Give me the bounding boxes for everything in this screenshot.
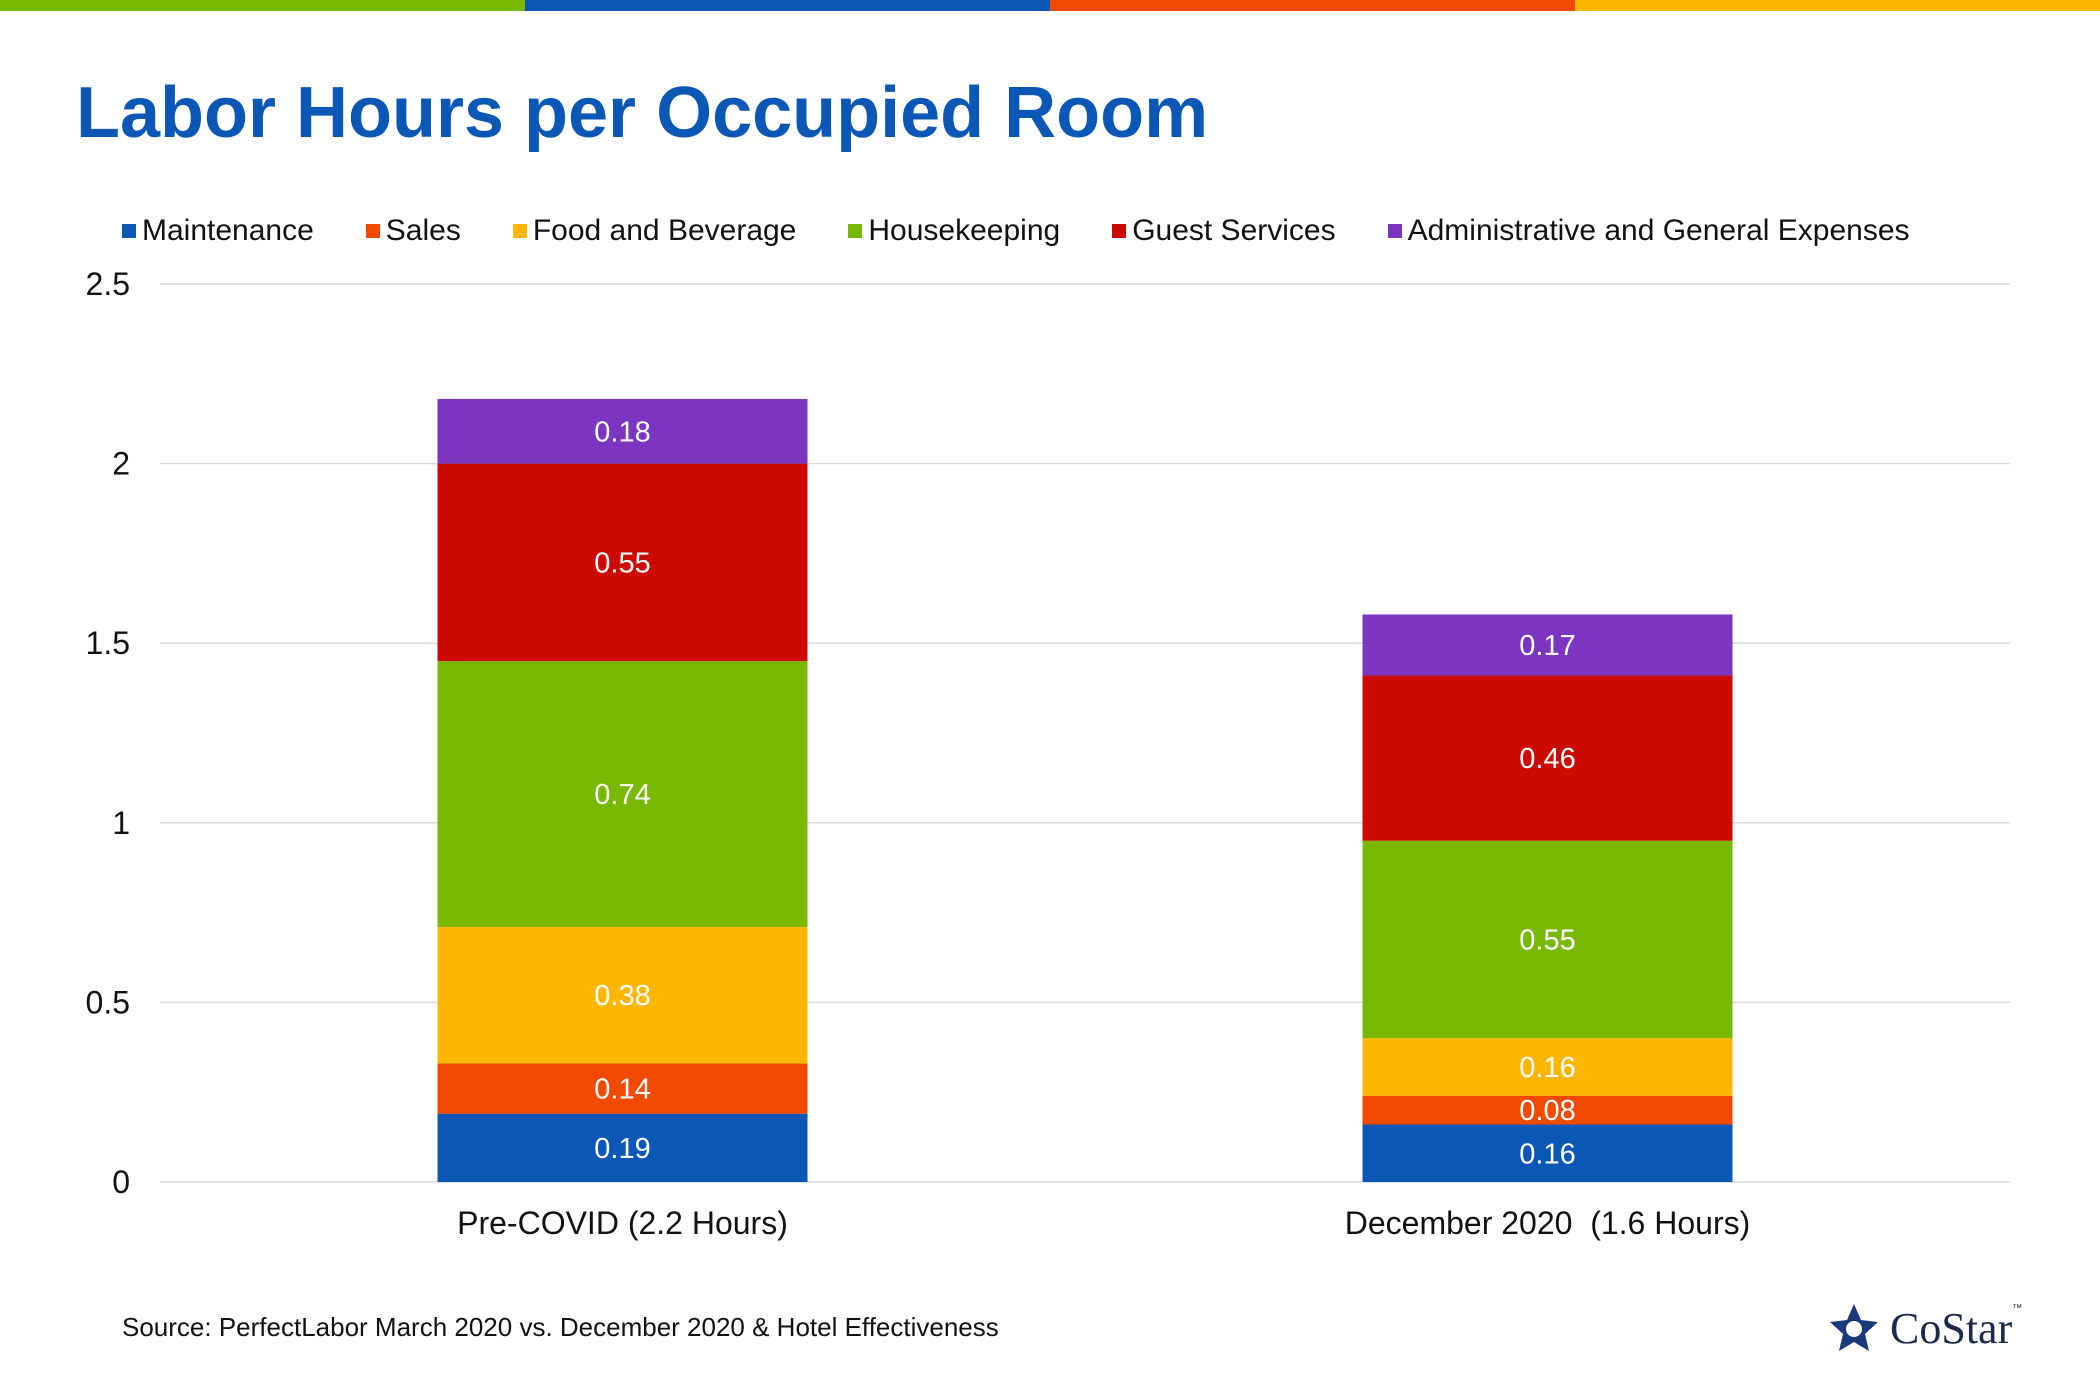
y-tick-label: 1.5 <box>86 625 130 661</box>
legend-label: Administrative and General Expenses <box>1407 214 1910 247</box>
data-label: 0.08 <box>1519 1095 1575 1127</box>
legend-item-sales: Sales <box>365 214 461 248</box>
legend-item-guest-services: Guest Services <box>1112 214 1336 248</box>
costar-logo: CoStar™ <box>1826 1300 2022 1356</box>
data-label: 0.19 <box>594 1133 650 1165</box>
data-label: 0.16 <box>1519 1052 1575 1084</box>
chart-legend: Maintenance Sales Food and Beverage Houseke… <box>122 211 1910 251</box>
x-category-label: Pre-COVID (2.2 Hours) <box>457 1205 788 1241</box>
legend-label: Maintenance <box>142 214 314 247</box>
y-tick-label: 1 <box>112 805 130 841</box>
data-label: 0.74 <box>594 779 650 811</box>
bar-segment-housekeeping <box>437 661 808 927</box>
bar-segment-housekeeping <box>1362 840 1733 1039</box>
top-bar-yellow <box>1575 0 2100 11</box>
legend-swatch <box>1387 224 1402 238</box>
y-tick-label: 2 <box>112 446 130 482</box>
bar-segment-administrative-and-general-expenses <box>437 398 808 464</box>
y-tick-label: 0 <box>112 1164 130 1200</box>
bar-segment-maintenance <box>437 1113 808 1182</box>
data-label: 0.46 <box>1519 743 1575 775</box>
top-color-bar <box>0 0 2100 11</box>
bar-segment-guest-services <box>437 463 808 662</box>
legend-item-administrative-and-general-expenses: Administrative and General Expenses <box>1387 214 1910 248</box>
legend-item-food-and-beverage: Food and Beverage <box>512 214 797 248</box>
source-note: Source: PerfectLabor March 2020 vs. Dece… <box>122 1312 999 1342</box>
legend-item-housekeeping: Housekeeping <box>848 214 1060 248</box>
legend-swatch <box>512 224 527 238</box>
bar-segment-guest-services <box>1362 675 1733 841</box>
data-label: 0.16 <box>1519 1138 1575 1170</box>
legend-item-maintenance: Maintenance <box>122 214 314 248</box>
top-bar-orange <box>1050 0 1575 11</box>
data-label: 0.55 <box>594 547 650 579</box>
legend-label: Sales <box>385 214 461 247</box>
legend-label: Food and Beverage <box>532 214 797 247</box>
legend-swatch <box>122 224 136 238</box>
top-bar-blue <box>525 0 1050 11</box>
costar-star-icon <box>1830 1304 1878 1351</box>
data-label: 0.38 <box>594 980 650 1012</box>
data-label: 0.14 <box>594 1074 650 1106</box>
legend-swatch <box>848 224 863 238</box>
logo-text: CoStar™ <box>1890 1302 2023 1353</box>
data-label: 0.17 <box>1519 630 1575 662</box>
bar-segment-sales <box>437 1063 808 1114</box>
top-bar-green <box>0 0 525 11</box>
data-label: 0.55 <box>1519 925 1575 957</box>
y-tick-label: 2.5 <box>86 266 130 302</box>
bar-segment-food-and-beverage <box>1362 1038 1733 1096</box>
bar-segment-food-and-beverage <box>437 926 808 1064</box>
bar-segment-sales <box>1362 1095 1733 1125</box>
y-tick-label: 0.5 <box>86 984 130 1020</box>
legend-label: Housekeeping <box>868 214 1061 247</box>
bar-segment-administrative-and-general-expenses <box>1362 614 1733 676</box>
data-label: 0.18 <box>594 416 650 448</box>
legend-swatch <box>1112 224 1127 238</box>
x-category-label: December 2020 (1.6 Hours) <box>1345 1205 1751 1241</box>
legend-label: Guest Services <box>1132 214 1336 247</box>
chart-title: Labor Hours per Occupied Room <box>76 73 1209 153</box>
bar-segment-maintenance <box>1362 1124 1733 1182</box>
legend-swatch <box>365 224 380 238</box>
